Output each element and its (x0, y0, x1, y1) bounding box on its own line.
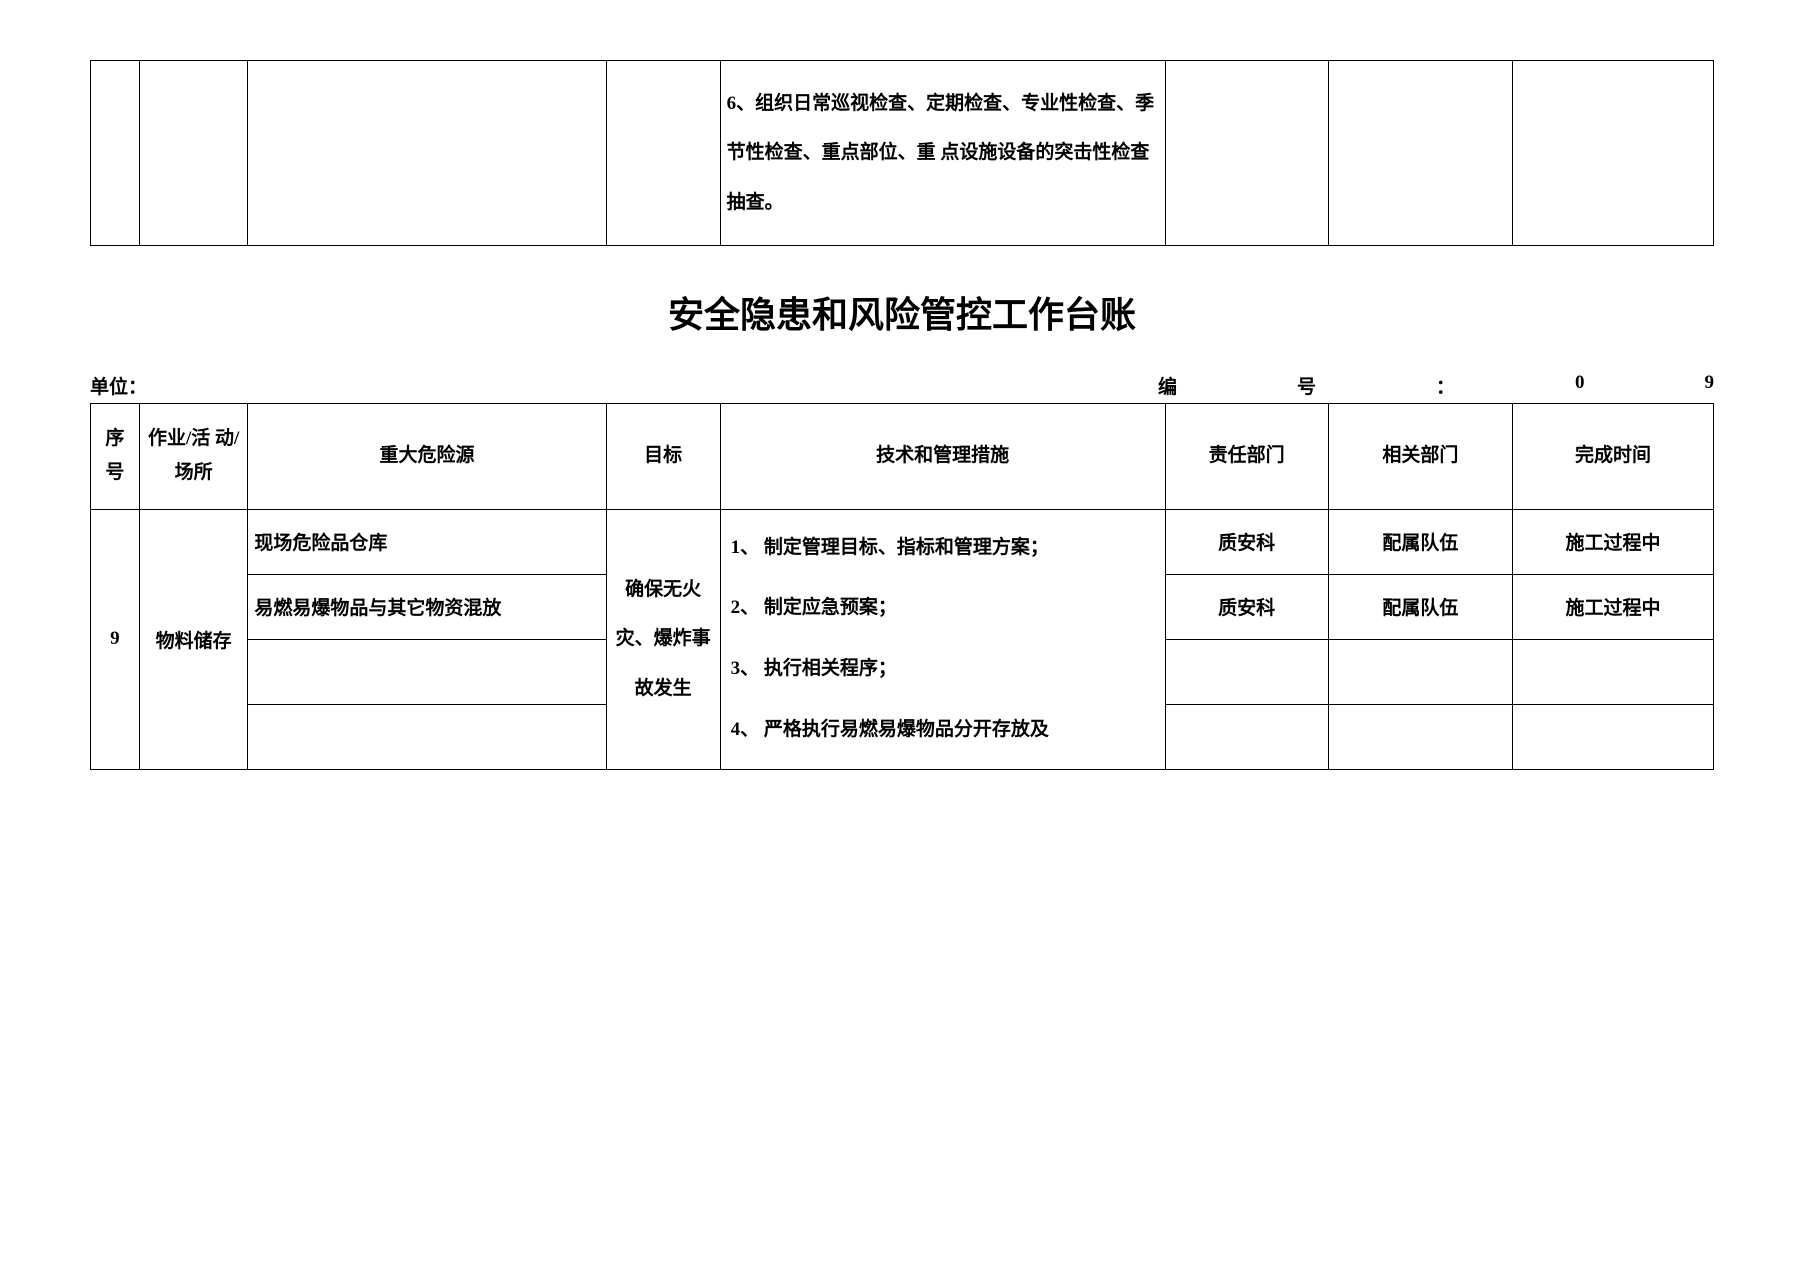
related-cell-1: 配属队伍 (1328, 574, 1513, 639)
top-activity-cell (139, 61, 248, 246)
serial-label-1: 编 (1158, 372, 1177, 399)
responsible-cell-0: 质安科 (1165, 509, 1328, 574)
responsible-cell-1: 质安科 (1165, 574, 1328, 639)
hazard-cell-1: 易燃易爆物品与其它物资混放 (248, 574, 606, 639)
related-cell-3 (1328, 704, 1513, 769)
responsible-cell-3 (1165, 704, 1328, 769)
deadline-cell-2 (1513, 639, 1714, 704)
top-measure-cell: 6、组织日常巡视检查、定期检查、专业性检查、季节性检查、重点部位、重 点设施设备… (720, 61, 1165, 246)
measure-line-2: 3、 执行相关程序； (731, 639, 1159, 700)
data-row-1: 9 物料储存 现场危险品仓库 确保无火灾、爆炸事故发生 1、 制定管理目标、指标… (91, 509, 1714, 574)
top-goal-cell (606, 61, 720, 246)
top-carryover-table: 6、组织日常巡视检查、定期检查、专业性检查、季节性检查、重点部位、重 点设施设备… (90, 60, 1714, 246)
measure-line-1: 2、 制定应急预案； (731, 578, 1159, 639)
measure-cell: 1、 制定管理目标、指标和管理方案； 2、 制定应急预案； 3、 执行相关程序；… (720, 509, 1165, 769)
top-deadline-cell (1513, 61, 1714, 246)
top-related-cell (1328, 61, 1513, 246)
related-cell-2 (1328, 639, 1513, 704)
header-goal: 目标 (606, 404, 720, 509)
hazard-cell-0: 现场危险品仓库 (248, 509, 606, 574)
responsible-cell-2 (1165, 639, 1328, 704)
serial-value-1: 0 (1575, 372, 1585, 399)
header-row: 序号 作业/活 动/场所 重大危险源 目标 技术和管理措施 责任部门 相关部门 … (91, 404, 1714, 509)
page-wrapper: 6、组织日常巡视检查、定期检查、专业性检查、季节性检查、重点部位、重 点设施设备… (90, 60, 1714, 770)
header-responsible: 责任部门 (1165, 404, 1328, 509)
measure-line-0: 1、 制定管理目标、指标和管理方案； (731, 518, 1159, 579)
goal-cell: 确保无火灾、爆炸事故发生 (606, 509, 720, 769)
header-hazard: 重大危险源 (248, 404, 606, 509)
unit-label: 单位： (90, 372, 147, 399)
seq-cell: 9 (91, 509, 140, 769)
activity-cell: 物料储存 (139, 509, 248, 769)
header-measure: 技术和管理措施 (720, 404, 1165, 509)
serial-label-group: 编 号 ： 0 9 (1158, 372, 1714, 399)
hazard-cell-3 (248, 704, 606, 769)
deadline-cell-0: 施工过程中 (1513, 509, 1714, 574)
deadline-cell-3 (1513, 704, 1714, 769)
measure-line-3: 4、 严格执行易燃易爆物品分开存放及 (731, 700, 1159, 761)
serial-value-2: 9 (1705, 372, 1715, 399)
serial-colon: ： (1436, 372, 1455, 399)
header-activity: 作业/活 动/场所 (139, 404, 248, 509)
top-hazard-cell (248, 61, 606, 246)
page-title: 安全隐患和风险管控工作台账 (90, 286, 1714, 338)
meta-row: 单位： 编 号 ： 0 9 (90, 368, 1714, 403)
top-responsible-cell (1165, 61, 1328, 246)
top-seq-cell (91, 61, 140, 246)
header-deadline: 完成时间 (1513, 404, 1714, 509)
hazard-cell-2 (248, 639, 606, 704)
related-cell-0: 配属队伍 (1328, 509, 1513, 574)
deadline-cell-1: 施工过程中 (1513, 574, 1714, 639)
serial-label-2: 号 (1297, 372, 1316, 399)
header-seq: 序号 (91, 404, 140, 509)
main-ledger-table: 序号 作业/活 动/场所 重大危险源 目标 技术和管理措施 责任部门 相关部门 … (90, 403, 1714, 770)
header-related: 相关部门 (1328, 404, 1513, 509)
